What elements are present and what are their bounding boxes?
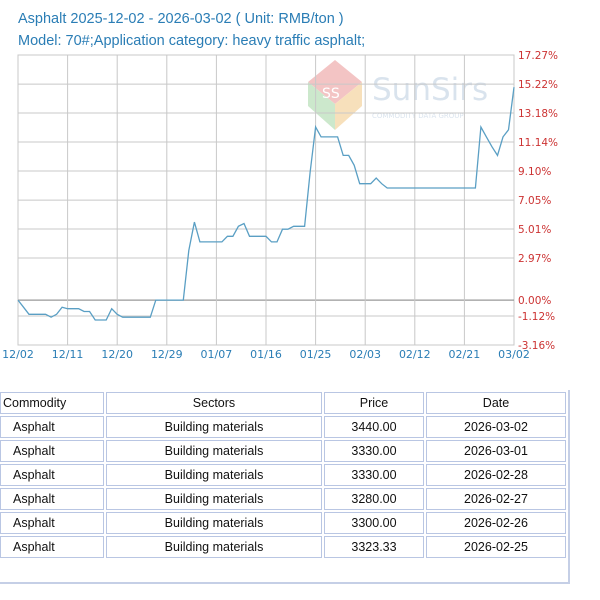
cell-commodity: Asphalt [0, 536, 104, 558]
chart-grid [17, 54, 515, 346]
y-tick-label: 17.27% [518, 50, 558, 62]
cell-price: 3330.00 [324, 440, 424, 462]
chart-title: Asphalt 2025-12-02 - 2026-03-02 ( Unit: … [18, 11, 344, 27]
y-tick-label: 11.14% [518, 137, 558, 149]
series-line [17, 87, 515, 321]
cell-date: 2026-02-28 [426, 464, 566, 486]
cell-commodity: Asphalt [0, 488, 104, 510]
y-tick-label: 0.00% [518, 295, 551, 307]
y-tick-label: -3.16% [518, 340, 555, 352]
cell-sector: Building materials [106, 416, 322, 438]
cell-sector: Building materials [106, 464, 322, 486]
x-tick-label: 03/02 [498, 348, 530, 361]
cell-price: 3323.33 [324, 536, 424, 558]
logo-brand: SunSirs [372, 72, 488, 108]
price-line-chart: SS SunSirs COMMODITY DATA GROUP 17.27% 15… [2, 50, 558, 361]
cell-price: 3300.00 [324, 512, 424, 534]
sunsirs-watermark: SS SunSirs COMMODITY DATA GROUP [308, 60, 488, 130]
cell-commodity: Asphalt [0, 416, 104, 438]
y-tick-label: 7.05% [518, 195, 551, 207]
cell-date: 2026-03-02 [426, 416, 566, 438]
table-row: Asphalt Building materials 3330.00 2026-… [0, 464, 566, 486]
col-date-header: Date [426, 392, 566, 414]
cell-price: 3440.00 [324, 416, 424, 438]
cell-price: 3280.00 [324, 488, 424, 510]
col-price-header: Price [324, 392, 424, 414]
x-tick-label: 12/20 [101, 348, 133, 361]
cell-price: 3330.00 [324, 464, 424, 486]
cell-date: 2026-02-25 [426, 536, 566, 558]
logo-tagline: COMMODITY DATA GROUP [372, 112, 464, 120]
y-tick-label: 5.01% [518, 224, 551, 236]
cell-date: 2026-03-01 [426, 440, 566, 462]
y-axis-ticks: 17.27% 15.22% 13.18% 11.14% 9.10% 7.05% 5.01% 2… [518, 50, 558, 352]
table-row: Asphalt Building materials 3280.00 2026-… [0, 488, 566, 510]
logo-diamond-left [308, 82, 335, 130]
y-tick-label: 13.18% [518, 108, 558, 120]
cell-commodity: Asphalt [0, 512, 104, 534]
table-row: Asphalt Building materials 3323.33 2026-… [0, 536, 566, 558]
x-tick-label: 01/25 [300, 348, 332, 361]
table-row: Asphalt Building materials 3330.00 2026-… [0, 440, 566, 462]
cell-commodity: Asphalt [0, 440, 104, 462]
cell-date: 2026-02-26 [426, 512, 566, 534]
table-header-row: Commodity Sectors Price Date [0, 392, 566, 414]
x-tick-label: 02/21 [449, 348, 481, 361]
price-table-container: Commodity Sectors Price Date Asphalt Bui… [0, 390, 570, 584]
col-sectors-header: Sectors [106, 392, 322, 414]
logo-diamond-right [335, 82, 362, 130]
y-tick-label: 9.10% [518, 166, 551, 178]
cell-commodity: Asphalt [0, 464, 104, 486]
cell-sector: Building materials [106, 488, 322, 510]
price-table: Commodity Sectors Price Date Asphalt Bui… [0, 390, 568, 560]
col-commodity-header: Commodity [0, 392, 104, 414]
x-tick-label: 01/16 [250, 348, 282, 361]
y-tick-label: 15.22% [518, 79, 558, 91]
logo-seal: SS [322, 86, 340, 102]
table-row: Asphalt Building materials 3440.00 2026-… [0, 416, 566, 438]
y-tick-label: 2.97% [518, 253, 551, 265]
x-tick-label: 02/12 [399, 348, 431, 361]
cell-date: 2026-02-27 [426, 488, 566, 510]
x-tick-label: 12/11 [52, 348, 84, 361]
y-tick-label: -1.12% [518, 311, 555, 323]
cell-sector: Building materials [106, 440, 322, 462]
x-tick-label: 01/07 [201, 348, 233, 361]
x-tick-label: 12/02 [2, 348, 34, 361]
x-axis-ticks: 12/02 12/11 12/20 12/29 01/07 01/16 01/25 02/03… [2, 348, 530, 361]
x-tick-label: 02/03 [349, 348, 381, 361]
table-row: Asphalt Building materials 3300.00 2026-… [0, 512, 566, 534]
cell-sector: Building materials [106, 536, 322, 558]
cell-sector: Building materials [106, 512, 322, 534]
x-tick-label: 12/29 [151, 348, 183, 361]
model-subtitle: Model: 70#;Application category: heavy t… [18, 33, 366, 49]
